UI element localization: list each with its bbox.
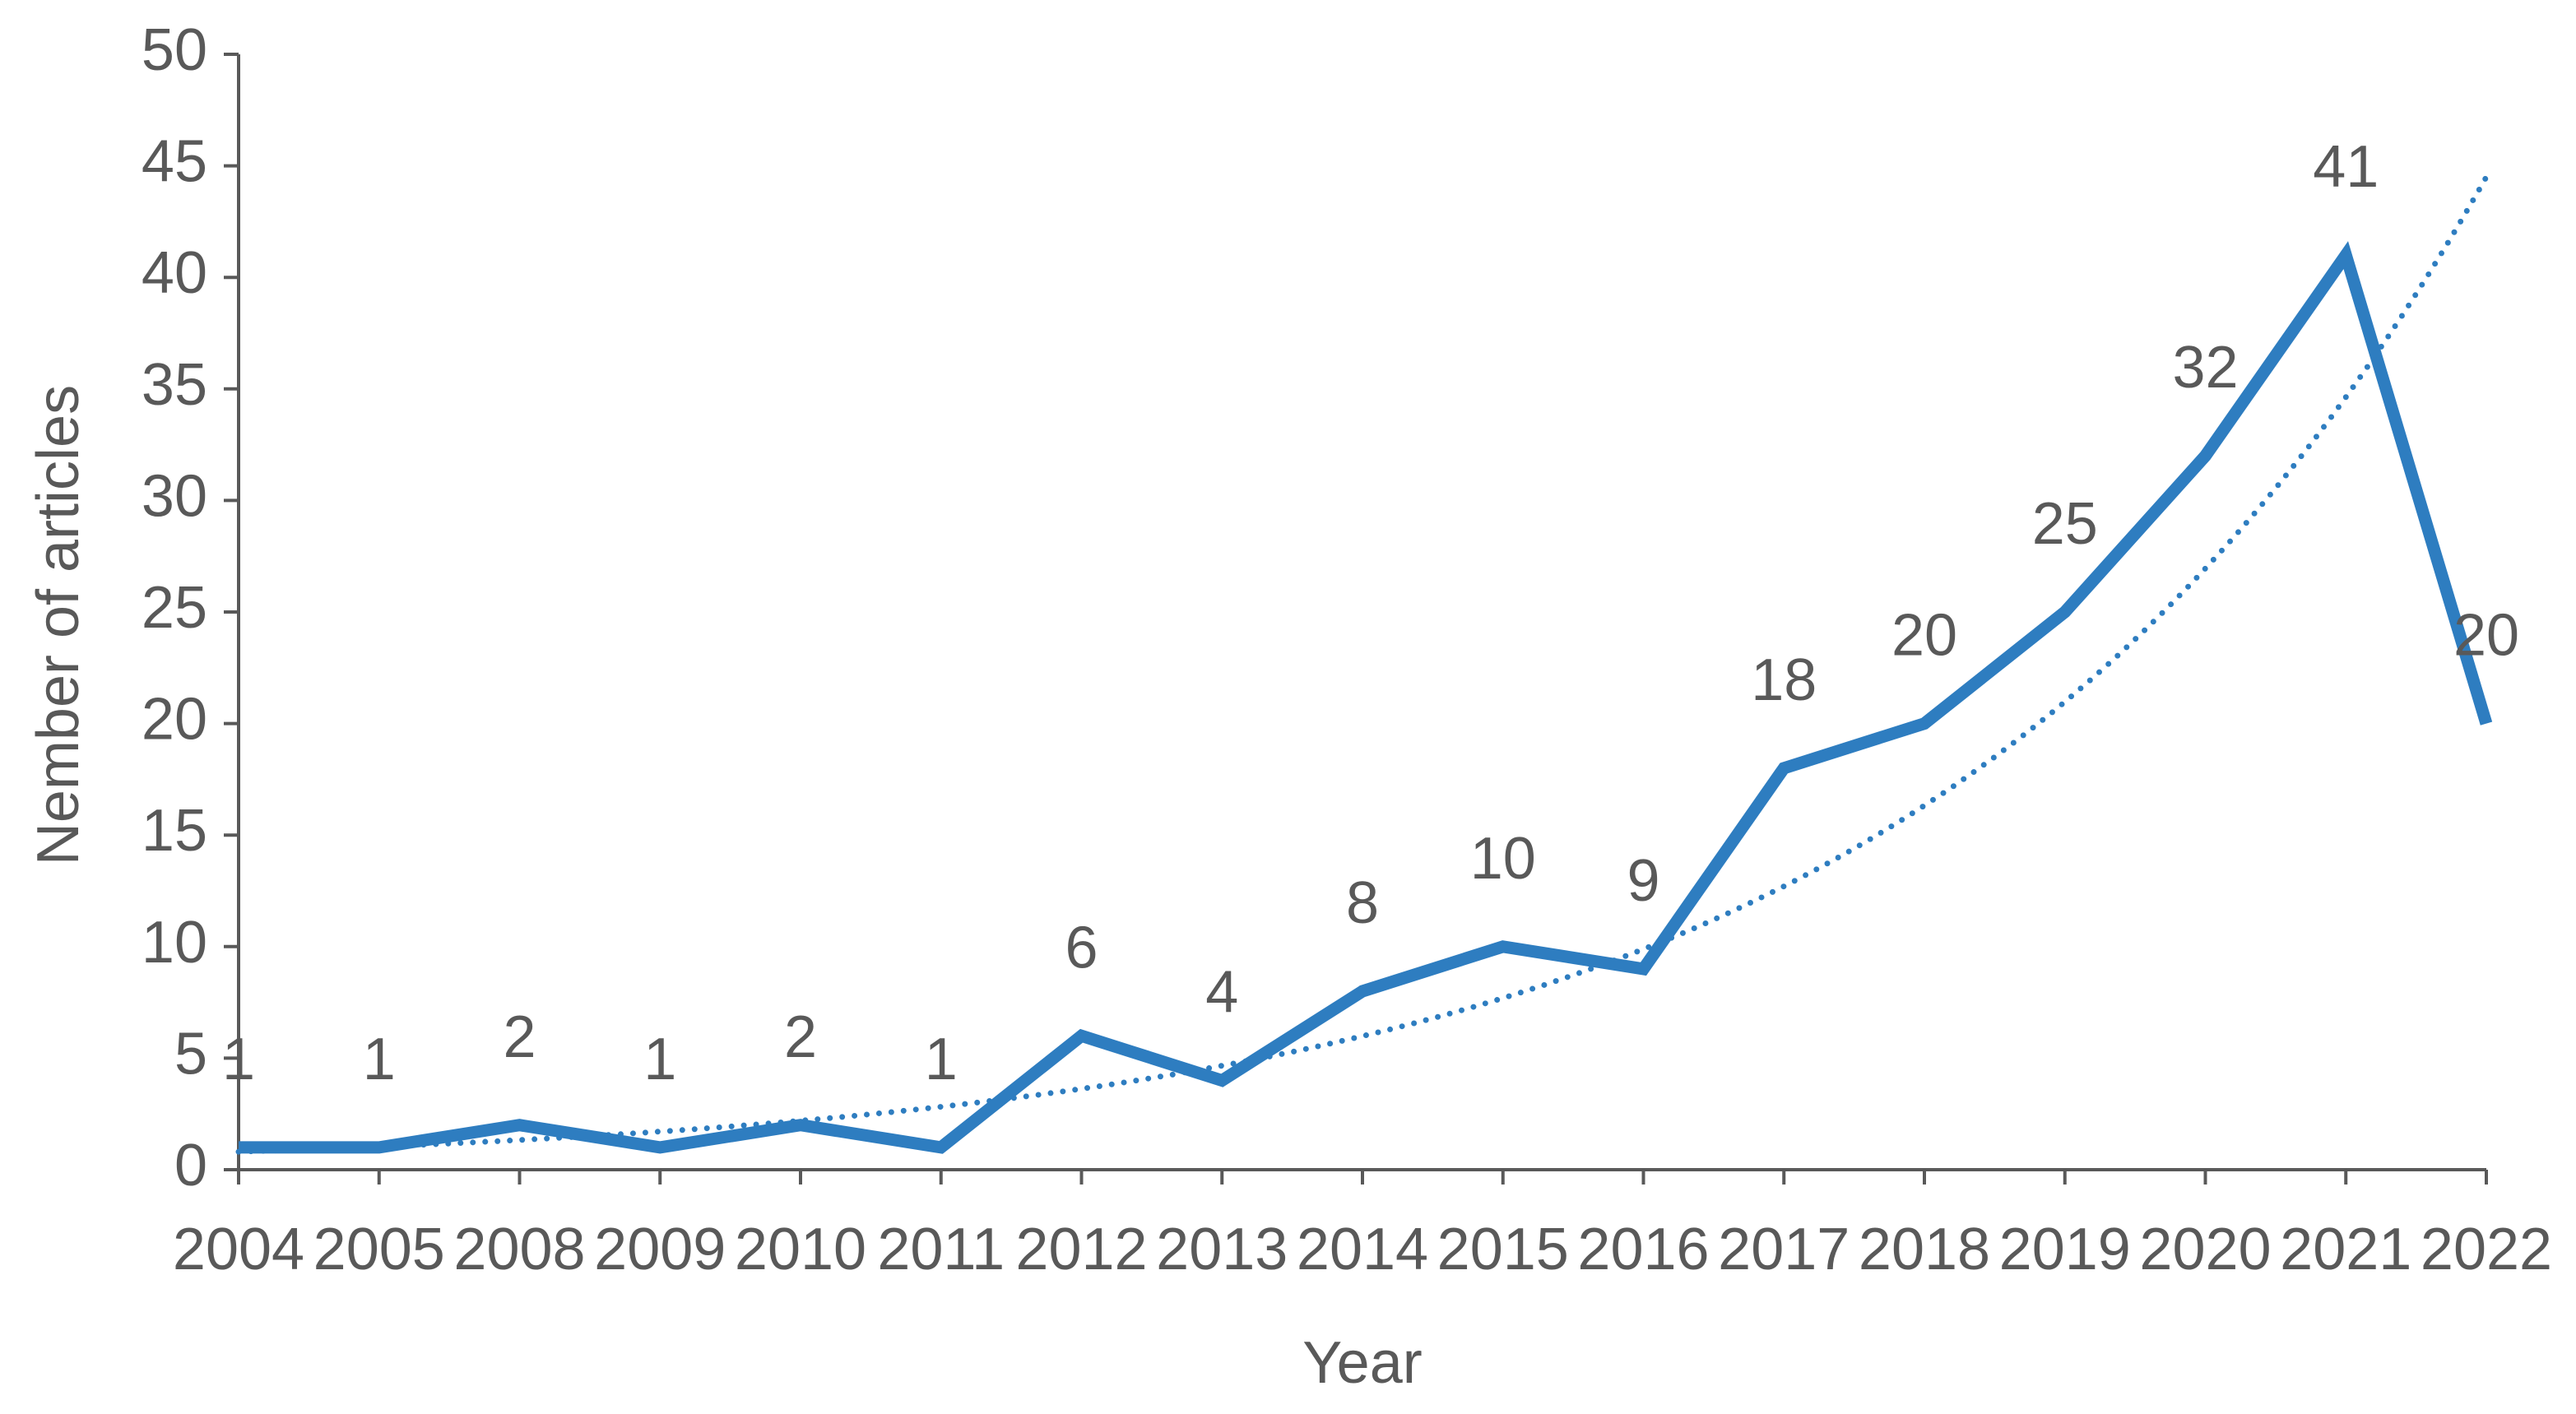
x-tick-label: 2010 [735,1217,866,1282]
x-tick-label: 2013 [1156,1217,1288,1282]
y-tick-label: 20 [142,687,207,753]
x-tick-label: 2012 [1015,1217,1147,1282]
data-label: 9 [1627,848,1659,914]
data-label: 1 [222,1027,255,1092]
x-tick-label: 2021 [2280,1217,2411,1282]
data-label: 8 [1346,870,1379,936]
data-label: 6 [1065,915,1098,981]
y-tick-label: 5 [174,1021,207,1087]
x-tick-label: 2014 [1297,1217,1428,1282]
x-tick-label: 2016 [1577,1217,1709,1282]
y-axis-title: Nember of articles [26,385,91,865]
x-tick-label: 2017 [1718,1217,1850,1282]
data-label: 18 [1751,647,1817,713]
trendline [235,174,2490,1155]
y-tick-label: 30 [142,463,207,529]
data-label: 20 [1891,603,1957,669]
data-label: 32 [2172,335,2238,401]
y-tick-label: 40 [142,240,207,306]
data-label: 2 [784,1004,817,1070]
y-tick-label: 10 [142,910,207,976]
data-label: 41 [2313,134,2379,200]
x-tick-label: 2022 [2421,1217,2552,1282]
data-label: 20 [2453,603,2519,669]
x-tick-label: 2020 [2139,1217,2271,1282]
y-tick-label: 45 [142,129,207,195]
data-line [239,241,2493,1154]
x-tick-label: 2008 [453,1217,585,1282]
data-label: 10 [1470,826,1536,892]
x-tick-label: 2018 [1859,1217,1990,1282]
y-tick-label: 50 [142,17,207,83]
data-label: 4 [1205,960,1238,1026]
x-tick-label: 2004 [173,1217,304,1282]
x-tick-label: 2015 [1437,1217,1569,1282]
data-label: 2 [503,1004,536,1070]
y-tick-label: 0 [174,1133,207,1198]
y-tick-label: 25 [142,575,207,641]
x-tick-label: 2005 [313,1217,445,1282]
data-label: 1 [363,1027,396,1092]
x-tick-label: 2009 [594,1217,726,1282]
x-tick-label: 2019 [1999,1217,2131,1282]
data-label: 25 [2032,491,2098,557]
x-tick-label: 2011 [877,1217,1005,1282]
data-label: 1 [643,1027,676,1092]
y-tick-label: 35 [142,352,207,418]
x-axis-title: Year [1302,1330,1422,1396]
y-tick-label: 15 [142,798,207,864]
data-label: 1 [925,1027,958,1092]
